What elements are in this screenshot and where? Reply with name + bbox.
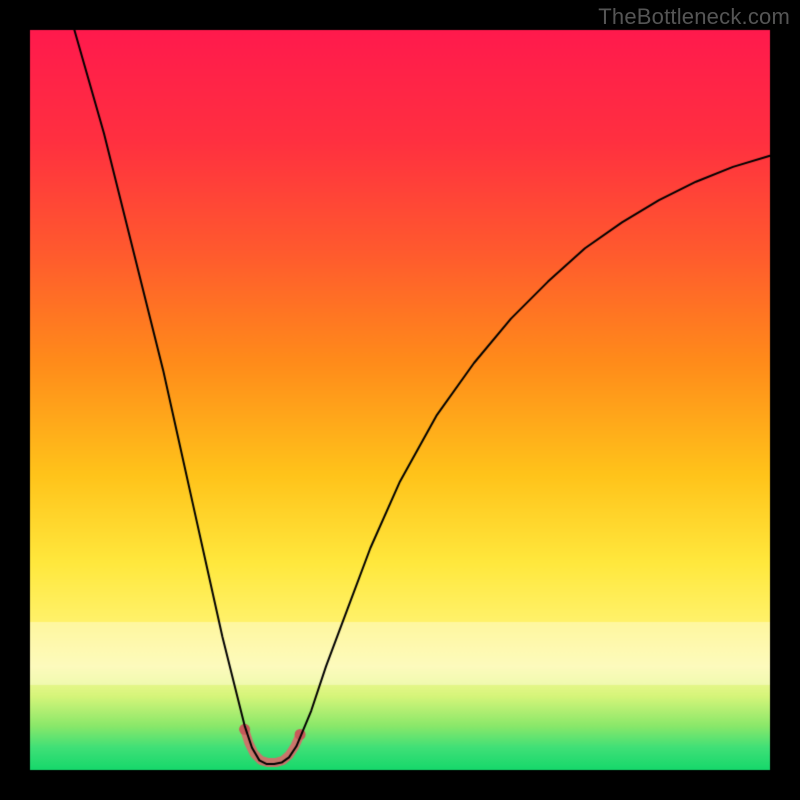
watermark-text: TheBottleneck.com	[598, 4, 790, 30]
bottleneck-chart-canvas	[0, 0, 800, 800]
chart-stage: TheBottleneck.com	[0, 0, 800, 800]
